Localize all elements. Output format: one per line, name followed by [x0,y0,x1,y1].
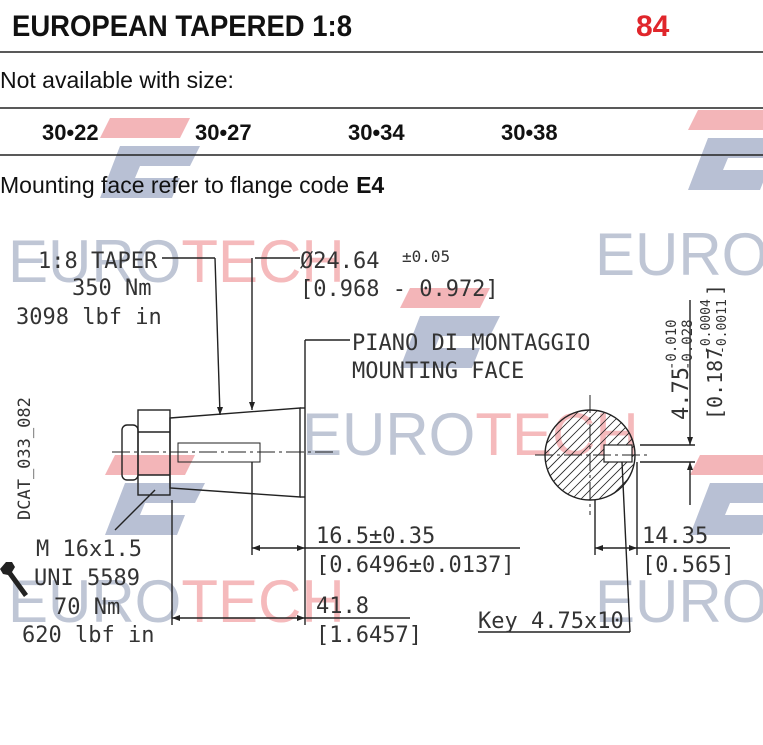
label: [0.6496±0.0137] [316,553,515,578]
watermarks: EUROTECHEUROTECHEUROTECHEUROTECHEUROTECH [8,110,763,635]
label: -0.0011 [715,299,730,354]
watermark: EUROTECH [8,228,345,295]
arrow [687,462,693,470]
line [114,489,156,531]
label: Mounting face refer to flange code [0,172,349,198]
label: 350 Nm [72,276,151,301]
line [545,410,608,500]
label: 30•34 [348,120,405,145]
label: 1:8 TAPER [38,249,158,274]
label: Not available with size: [0,67,234,93]
logo-e [688,138,763,190]
line [597,410,635,500]
arrow [217,407,223,415]
label: ±0.05 [402,247,450,266]
label: -0.0004 [699,299,714,354]
key-slot [603,444,633,463]
label: 41.8 [316,594,369,619]
label: DCAT_033_082 [15,397,35,520]
label: UNI 5589 [34,566,140,591]
logo-bar [100,118,190,138]
label: PIANO DI MONTAGGIO [352,331,590,356]
label: -0.028 [680,319,696,370]
label: ] [703,284,727,296]
watermark-accent: TECH [181,228,344,295]
texts: EUROPEAN TAPERED 1:8 84 Not available with… [0,10,735,648]
watermark-brand: EURO [302,401,475,468]
label: [0.187 [703,348,727,420]
line [545,410,590,500]
arrow [249,402,255,410]
arrow [595,545,603,551]
label: -0.010 [664,319,680,370]
label: 14.35 [642,524,708,549]
watermark-brand: EURO [595,221,763,288]
arrow [629,545,637,551]
drawing-lines [0,51,763,633]
watermark: EUROTECH [8,568,345,635]
label: Ø24.64 [300,249,379,274]
logo-e [690,483,763,535]
line [606,410,635,500]
label: [0.968 - 0.972] [300,277,499,302]
label: 4.75 [669,367,694,420]
watermark-brand: EURO [8,228,181,295]
label: Key 4.75x10 [478,609,624,634]
logo-bar [690,455,763,475]
logo-e [400,316,500,368]
line [545,410,581,500]
label: M 16x1.5 [36,537,142,562]
line [621,461,631,633]
arrow [687,437,693,445]
label: 30•38 [501,120,558,145]
logo-bar [105,455,195,475]
watermark: EUROTECH [595,568,763,635]
logo-bar [400,288,490,308]
label: 84 [636,10,670,43]
arrow [297,545,305,551]
logo-bar [688,110,763,130]
label: MOUNTING FACE [352,359,524,384]
label: 70 Nm [54,595,120,620]
watermark-brand: EURO [8,568,181,635]
label: [1.6457] [316,623,422,648]
label: 30•27 [195,120,252,145]
title: EUROPEAN TAPERED 1:8 [12,10,352,43]
label: [0.565] [642,553,735,578]
watermark-brand: EURO [595,568,763,635]
watermark-accent: TECH [181,568,344,635]
watermark: EUROTECH [595,221,763,288]
label: 30•22 [42,120,99,145]
label: 16.5±0.35 [316,524,435,549]
arrow [252,545,260,551]
logo-e [100,146,200,198]
label: 620 lbf in [22,623,154,648]
logo-e [105,483,205,535]
arrow [297,615,305,621]
arrow [172,615,180,621]
line [214,257,221,416]
label: 3098 lbf in [16,305,162,330]
label: E4 [356,172,384,198]
wrench-icon [0,562,28,597]
